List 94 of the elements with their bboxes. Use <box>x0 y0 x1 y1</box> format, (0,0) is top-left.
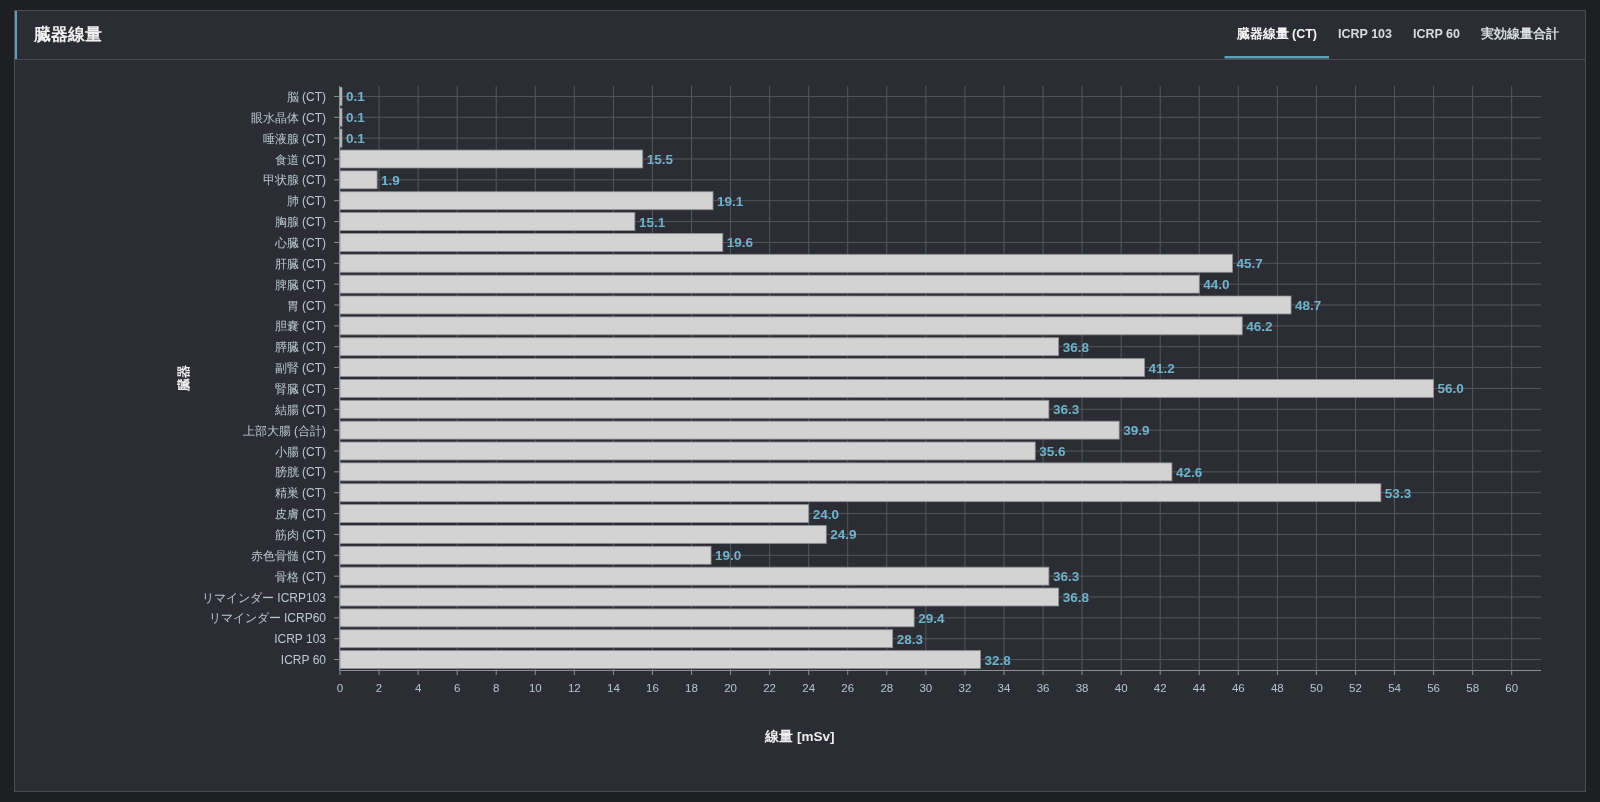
category-label: 胸腺 (CT) <box>274 215 326 230</box>
x-tick-label: 28 <box>880 682 894 694</box>
data-label: 1.9 <box>381 172 400 188</box>
x-tick-label: 22 <box>763 682 776 694</box>
y-axis-title: 臓器 <box>176 365 191 391</box>
data-label: 19.0 <box>715 548 742 564</box>
x-tick-label: 8 <box>493 682 500 694</box>
x-tick-label: 54 <box>1388 682 1401 694</box>
category-label: リマインダー ICRP60 <box>208 611 326 626</box>
x-tick-label: 50 <box>1310 682 1323 694</box>
data-label: 36.8 <box>1062 339 1089 355</box>
data-label: 46.2 <box>1246 318 1273 334</box>
category-label: 肺 (CT) <box>286 194 326 209</box>
data-label: 39.9 <box>1123 423 1150 439</box>
category-label: 上部大腸 (合計) <box>242 423 326 438</box>
data-label: 0.1 <box>345 110 365 126</box>
data-label: 45.7 <box>1236 256 1263 272</box>
x-tick-label: 12 <box>567 682 581 694</box>
x-tick-label: 42 <box>1153 682 1167 694</box>
data-label: 42.6 <box>1175 464 1203 480</box>
x-tick-label: 10 <box>528 682 542 694</box>
x-tick-label: 2 <box>375 682 383 694</box>
data-label: 29.4 <box>918 610 945 626</box>
data-label: 36.3 <box>1052 402 1080 418</box>
data-label: 53.3 <box>1384 485 1412 501</box>
category-label: 胆嚢 (CT) <box>274 319 326 334</box>
data-label: 35.6 <box>1039 444 1066 459</box>
x-tick-label: 56 <box>1427 682 1440 694</box>
data-label: 24.0 <box>812 506 839 522</box>
data-label: 15.5 <box>646 152 673 167</box>
data-label: 36.8 <box>1062 590 1089 605</box>
x-tick-label: 6 <box>453 682 461 694</box>
x-tick-label: 36 <box>1036 682 1050 694</box>
category-label: 膵臓 (CT) <box>274 340 326 355</box>
x-tick-label: 32 <box>958 682 972 694</box>
x-tick-label: 52 <box>1349 682 1362 694</box>
x-tick-label: 60 <box>1505 682 1519 694</box>
category-label: 眼水晶体 (CT) <box>250 110 326 125</box>
data-label: 48.7 <box>1295 298 1322 313</box>
x-tick-label: 30 <box>919 682 933 694</box>
category-label: 脳 (CT) <box>286 89 326 104</box>
data-label: 24.9 <box>830 527 857 543</box>
category-label: 皮膚 (CT) <box>274 507 326 522</box>
category-label: ICRP 60 <box>280 653 326 668</box>
data-label: 41.2 <box>1148 360 1175 376</box>
annotation: ICRP 60 <box>1413 27 1460 41</box>
x-tick-label: 46 <box>1231 682 1245 694</box>
data-label: 56.0 <box>1437 381 1464 397</box>
x-tick-label: 34 <box>997 682 1011 694</box>
category-label: リマインダー ICRP103 <box>201 590 326 605</box>
x-tick-label: 26 <box>841 682 855 694</box>
category-label: 肝臓 (CT) <box>274 256 326 271</box>
annotation: 臓器線量 (CT) <box>1236 27 1317 41</box>
category-label: 結腸 (CT) <box>274 402 326 417</box>
x-tick-label: 38 <box>1075 682 1089 694</box>
data-label: 19.6 <box>726 235 754 251</box>
category-label: 腎臓 (CT) <box>274 381 326 396</box>
category-label: 膀胱 (CT) <box>274 465 326 480</box>
x-tick-label: 0 <box>336 682 344 694</box>
x-tick-label: 40 <box>1114 682 1128 694</box>
category-label: 甲状腺 (CT) <box>262 173 326 188</box>
category-label: ICRP 103 <box>274 632 326 647</box>
annotation: ICRP 103 <box>1338 27 1392 41</box>
category-label: 赤色骨髄 (CT) <box>250 548 326 563</box>
x-tick-label: 18 <box>685 682 698 694</box>
category-label: 副腎 (CT) <box>274 361 326 376</box>
data-label: 0.1 <box>345 89 365 105</box>
category-label: 骨格 (CT) <box>274 569 326 584</box>
x-tick-label: 58 <box>1466 682 1480 694</box>
category-label: 唾液腺 (CT) <box>262 131 326 146</box>
category-label: 食道 (CT) <box>274 152 326 167</box>
annotation: 実効線量合計 <box>1481 27 1559 41</box>
x-tick-label: 20 <box>724 682 737 694</box>
category-label: 精巣 (CT) <box>274 486 326 501</box>
x-tick-label: 48 <box>1270 682 1284 694</box>
data-label: 0.1 <box>345 131 365 147</box>
x-tick-label: 14 <box>607 682 620 694</box>
data-label: 15.1 <box>638 214 666 230</box>
category-label: 脾臓 (CT) <box>274 277 326 292</box>
data-label: 28.3 <box>896 631 923 647</box>
x-axis-title: 線量 [mSv] <box>765 729 835 744</box>
x-tick-label: 16 <box>646 682 659 694</box>
x-tick-label: 44 <box>1192 682 1206 694</box>
category-label: 筋肉 (CT) <box>274 527 326 542</box>
data-label: 32.8 <box>984 652 1011 668</box>
x-tick-label: 4 <box>414 682 422 694</box>
data-label: 36.3 <box>1052 569 1080 585</box>
title: 臓器線量 <box>34 25 102 44</box>
category-label: 胃 (CT) <box>286 298 326 313</box>
data-label: 44.0 <box>1203 277 1230 293</box>
x-tick-label: 24 <box>802 682 816 694</box>
category-label: 小腸 (CT) <box>274 444 326 459</box>
data-label: 19.1 <box>717 193 744 209</box>
category-label: 心臓 (CT) <box>274 235 326 250</box>
